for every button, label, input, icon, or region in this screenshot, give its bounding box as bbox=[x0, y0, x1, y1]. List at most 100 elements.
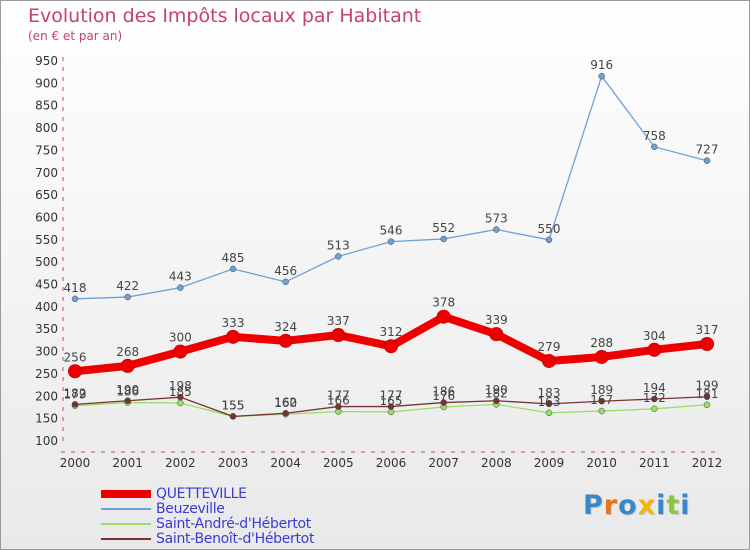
data-point bbox=[335, 403, 342, 410]
data-point-quetteville bbox=[436, 309, 451, 324]
data-label: 176 bbox=[432, 389, 455, 403]
data-point bbox=[651, 405, 658, 413]
data-point bbox=[124, 293, 131, 301]
data-point bbox=[387, 408, 395, 416]
data-label: 177 bbox=[327, 389, 350, 403]
data-point bbox=[229, 413, 237, 420]
data-label: 279 bbox=[538, 340, 561, 354]
data-label: 573 bbox=[485, 212, 508, 226]
data-label: 337 bbox=[327, 314, 350, 328]
data-point bbox=[71, 401, 79, 408]
data-label: 155 bbox=[222, 398, 245, 412]
logo-letter: P bbox=[583, 490, 604, 521]
data-point bbox=[387, 238, 395, 245]
x-tick-label: 2004 bbox=[270, 456, 301, 470]
chart-legend: QUETTEVILLE Beuzeville Saint-André-d'Héber… bbox=[101, 486, 361, 547]
y-tick-label: 900 bbox=[35, 76, 58, 90]
data-label: 422 bbox=[116, 279, 139, 293]
data-point-quetteville bbox=[647, 342, 662, 357]
data-label: 443 bbox=[169, 270, 192, 284]
data-label: 758 bbox=[643, 129, 666, 143]
data-label: 165 bbox=[380, 394, 403, 408]
data-point bbox=[177, 393, 184, 401]
y-tick-label: 550 bbox=[35, 233, 58, 247]
data-label: 485 bbox=[222, 251, 245, 265]
data-label: 288 bbox=[590, 336, 613, 350]
data-point bbox=[703, 393, 711, 400]
data-point bbox=[387, 403, 395, 410]
data-label: 179 bbox=[64, 388, 87, 402]
data-label: 177 bbox=[380, 389, 403, 403]
data-label: 378 bbox=[432, 296, 455, 310]
data-label: 160 bbox=[274, 396, 297, 410]
data-point bbox=[493, 397, 500, 405]
data-label: 172 bbox=[643, 391, 666, 405]
y-tick-label: 400 bbox=[35, 300, 58, 314]
y-tick-label: 500 bbox=[35, 255, 58, 269]
x-tick-label: 2010 bbox=[586, 456, 617, 470]
chart-title: Evolution des Impôts locaux par Habitant bbox=[28, 5, 422, 27]
y-tick-label: 100 bbox=[35, 434, 58, 448]
legend-item: Saint-André-d'Hébertot bbox=[101, 516, 361, 532]
x-tick-label: 2003 bbox=[218, 456, 249, 470]
data-label: 312 bbox=[380, 325, 403, 339]
legend-item: QUETTEVILLE bbox=[101, 486, 361, 502]
data-point bbox=[493, 226, 500, 233]
data-point-quetteville bbox=[594, 349, 609, 364]
data-label: 317 bbox=[696, 323, 719, 337]
data-point-quetteville bbox=[489, 327, 504, 342]
data-point-quetteville bbox=[384, 339, 398, 354]
data-label: 256 bbox=[64, 350, 87, 364]
data-point-quetteville bbox=[173, 344, 188, 359]
data-point bbox=[177, 399, 184, 407]
y-tick-label: 750 bbox=[35, 143, 58, 157]
data-point bbox=[598, 72, 605, 80]
data-label: 163 bbox=[538, 395, 561, 409]
x-tick-label: 2008 bbox=[481, 456, 512, 470]
data-label: 324 bbox=[274, 320, 297, 334]
y-tick-label: 250 bbox=[35, 367, 58, 381]
data-label: 333 bbox=[222, 316, 245, 330]
data-point bbox=[598, 397, 605, 405]
y-tick-label: 150 bbox=[35, 412, 58, 426]
data-point bbox=[335, 253, 342, 260]
data-label: 198 bbox=[169, 379, 192, 393]
y-tick-label: 650 bbox=[35, 188, 58, 202]
data-point-quetteville bbox=[542, 353, 556, 368]
data-label: 185 bbox=[169, 385, 192, 399]
y-tick-label: 200 bbox=[35, 389, 58, 403]
data-label: 194 bbox=[643, 381, 666, 395]
logo-letter: o bbox=[618, 490, 638, 521]
data-label: 186 bbox=[432, 385, 455, 399]
legend-swatch bbox=[101, 508, 151, 510]
y-tick-label: 700 bbox=[35, 166, 58, 180]
x-tick-label: 2007 bbox=[428, 456, 459, 470]
data-point bbox=[598, 407, 605, 415]
data-point bbox=[545, 400, 553, 408]
data-point bbox=[71, 295, 79, 303]
x-tick-label: 2000 bbox=[60, 456, 91, 470]
y-tick-label: 300 bbox=[35, 345, 58, 359]
data-label: 199 bbox=[696, 379, 719, 393]
x-tick-label: 2006 bbox=[376, 456, 407, 470]
legend-swatch bbox=[101, 538, 151, 540]
data-label: 166 bbox=[327, 393, 350, 407]
logo-letter: r bbox=[603, 490, 619, 521]
logo-letter: x bbox=[637, 490, 657, 521]
data-label: 304 bbox=[643, 329, 666, 343]
data-point bbox=[440, 235, 447, 243]
data-label: 182 bbox=[485, 386, 508, 400]
x-tick-label: 2011 bbox=[639, 456, 670, 470]
y-tick-label: 600 bbox=[35, 210, 58, 224]
y-tick-label: 800 bbox=[35, 121, 58, 135]
data-label: 268 bbox=[116, 345, 139, 359]
data-point-quetteville bbox=[700, 336, 714, 351]
data-label: 167 bbox=[590, 393, 613, 407]
data-label: 181 bbox=[696, 387, 719, 401]
logo-letter: i bbox=[656, 490, 667, 521]
data-label: 727 bbox=[696, 143, 719, 157]
data-point bbox=[177, 284, 184, 291]
data-point bbox=[440, 399, 447, 406]
